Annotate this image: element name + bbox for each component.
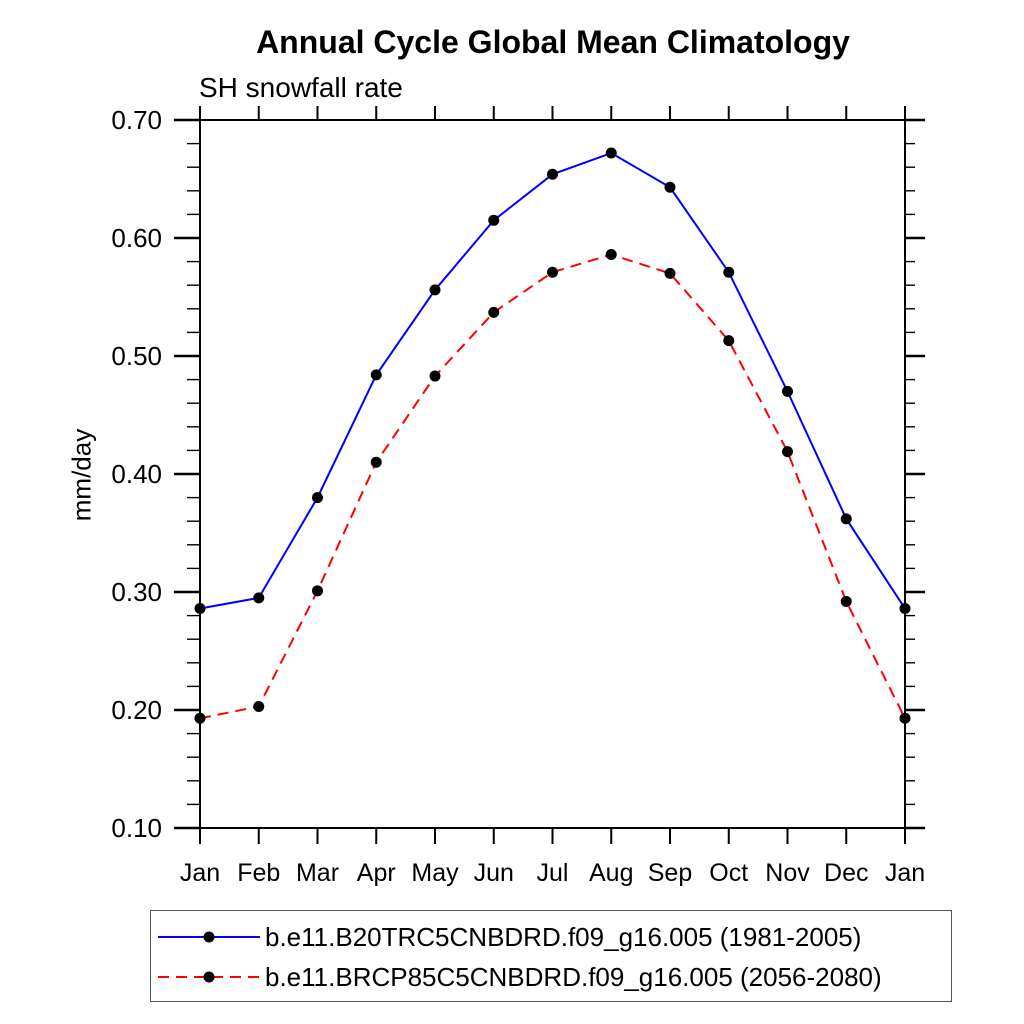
x-tick-label: Jan: [180, 859, 220, 887]
x-tick-label: Jun: [474, 859, 514, 887]
data-point-s0-9: [723, 266, 735, 278]
y-tick-label: 0.70: [111, 105, 162, 135]
y-tick-label: 0.20: [111, 695, 162, 725]
data-point-s0-3: [370, 369, 382, 381]
data-point-s1-3: [370, 456, 382, 468]
y-tick-label: 0.50: [111, 341, 162, 371]
data-point-s0-11: [840, 513, 852, 525]
series-line-1: [199, 253, 906, 720]
data-point-s1-12: [899, 712, 911, 724]
data-point-s1-8: [664, 267, 676, 279]
x-tick-label: Feb: [237, 859, 280, 887]
y-tick-label: 0.30: [111, 577, 162, 607]
data-point-s1-6: [547, 266, 558, 278]
data-point-s1-1: [253, 700, 265, 712]
data-point-s1-4: [429, 370, 441, 382]
data-point-s1-7: [605, 249, 617, 261]
data-point-s0-4: [429, 284, 441, 296]
data-point-s1-10: [782, 446, 793, 458]
data-point-s0-1: [253, 592, 265, 604]
x-tick-label: Aug: [589, 859, 633, 887]
x-tick-label: Oct: [709, 859, 748, 887]
data-point-s1-9: [723, 335, 735, 347]
data-point-s0-0: [194, 603, 206, 615]
x-tick-label: Jan: [885, 859, 925, 887]
y-tick-label: 0.60: [111, 223, 162, 253]
legend-entry-historical: b.e11.B20TRC5CNBDRD.f09_g16.005 (1981-20…: [151, 917, 951, 957]
data-point-s0-12: [899, 603, 911, 615]
data-point-s1-11: [840, 595, 852, 607]
legend-label: b.e11.BRCP85C5CNBDRD.f09_g16.005 (2056-2…: [265, 961, 882, 992]
data-point-s0-7: [605, 147, 617, 159]
y-tick-label: 0.40: [111, 459, 162, 489]
legend-line-sample-rcp85: [158, 971, 260, 983]
plot-frame: [199, 119, 906, 829]
data-point-s0-8: [664, 181, 676, 193]
x-tick-label: Dec: [824, 859, 868, 887]
series-line-0: [199, 151, 906, 610]
x-tick-label: May: [411, 859, 459, 887]
legend-line-sample-historical: [158, 931, 260, 943]
data-point-s1-0: [194, 712, 206, 724]
legend: b.e11.B20TRC5CNBDRD.f09_g16.005 (1981-20…: [150, 910, 952, 1002]
data-point-s0-6: [547, 168, 558, 180]
legend-marker-icon: [203, 931, 215, 943]
data-point-s1-2: [312, 585, 323, 597]
x-tick-label: Jul: [537, 859, 569, 887]
x-tick-label: Mar: [296, 859, 339, 887]
x-tick-label: Apr: [357, 859, 396, 887]
legend-marker-icon: [203, 971, 215, 983]
data-point-s0-2: [312, 492, 323, 504]
data-point-s1-5: [488, 306, 500, 318]
data-point-s0-5: [488, 214, 500, 226]
legend-label: b.e11.B20TRC5CNBDRD.f09_g16.005 (1981-20…: [265, 921, 862, 952]
chart-subtitle: SH snowfall rate: [199, 72, 403, 103]
y-tick-label: 0.10: [111, 813, 162, 843]
data-point-s0-10: [782, 385, 793, 397]
x-tick-label: Nov: [765, 859, 810, 887]
legend-entry-rcp85: b.e11.BRCP85C5CNBDRD.f09_g16.005 (2056-2…: [151, 957, 951, 997]
x-tick-label: Sep: [648, 859, 692, 887]
chart-title: Annual Cycle Global Mean Climatology: [256, 24, 850, 60]
